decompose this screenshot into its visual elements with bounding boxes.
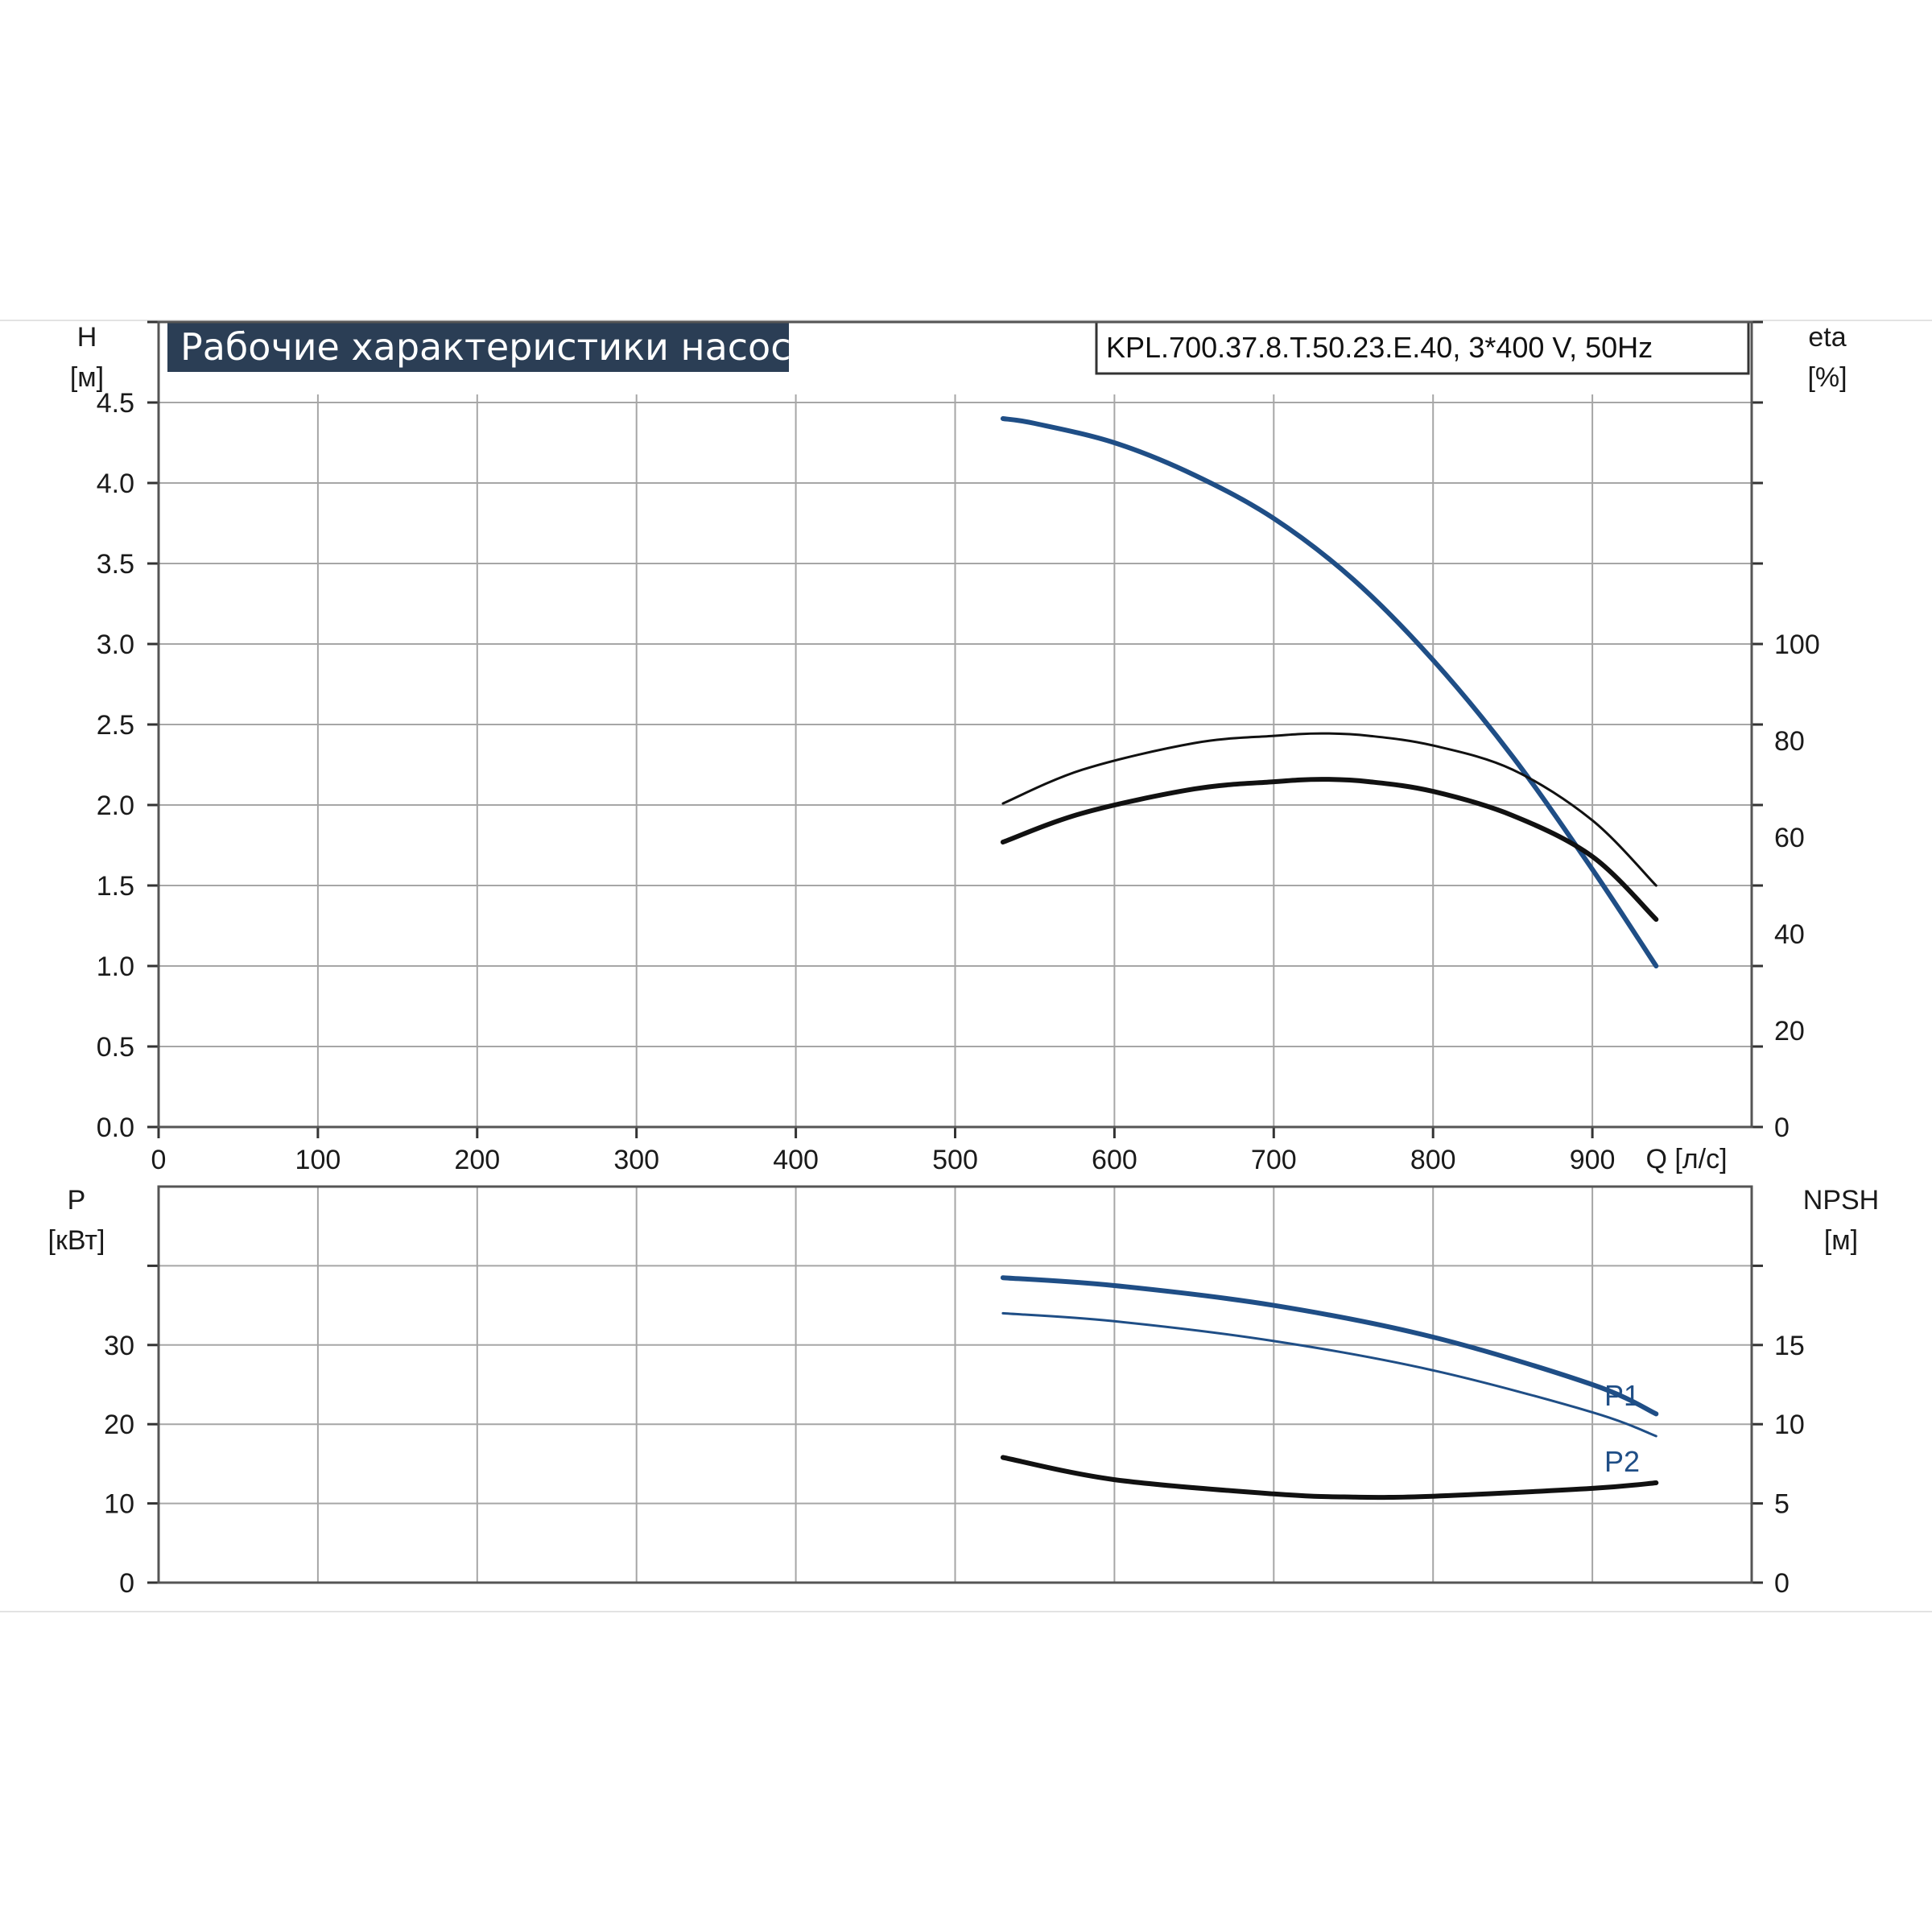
p1-series-label: P1 — [1604, 1379, 1640, 1412]
npsh-tick-label: 10 — [1774, 1410, 1805, 1440]
axis-ticks — [147, 320, 1763, 1584]
q-tick-label: 500 — [932, 1145, 978, 1175]
upper-plot-grid — [159, 394, 1752, 1127]
q-axis-label: Q [л/с] — [1645, 1144, 1727, 1174]
npsh-axis-name: NPSH — [1803, 1185, 1879, 1216]
h-axis-unit: [м] — [70, 362, 104, 393]
npsh-tick-label: 15 — [1774, 1331, 1805, 1361]
npsh-axis-unit: [м] — [1824, 1225, 1858, 1256]
h-tick-label: 1.5 — [97, 871, 134, 902]
npsh-tick-label: 5 — [1774, 1489, 1790, 1520]
q-tick-label: 900 — [1570, 1145, 1616, 1175]
eta-tick-label: 100 — [1774, 630, 1820, 660]
eta-tick-label: 60 — [1774, 823, 1805, 853]
q-tick-label: 600 — [1092, 1145, 1137, 1175]
eta-tick-label: 40 — [1774, 919, 1805, 950]
h-tick-label: 3.0 — [97, 630, 134, 660]
npsh-tick-label: 0 — [1774, 1568, 1790, 1599]
q-tick-label: 400 — [773, 1145, 819, 1175]
h-tick-label: 1.0 — [97, 952, 134, 982]
chart-title: Рабочие характеристики насоса — [180, 325, 814, 369]
model-label: KPL.700.37.8.T.50.23.E.40, 3*400 V, 50Hz — [1106, 331, 1653, 364]
eta-tick-label: 80 — [1774, 726, 1805, 757]
h-curve — [1000, 416, 1659, 968]
q-tick-label: 800 — [1410, 1145, 1456, 1175]
h-tick-label: 3.5 — [97, 549, 134, 580]
q-tick-label: 0 — [151, 1145, 167, 1175]
eta-tick-label: 20 — [1774, 1016, 1805, 1046]
eta-curve-thick — [1000, 777, 1659, 923]
p2-series-label: P2 — [1604, 1445, 1640, 1478]
chart-curves — [1000, 416, 1659, 1501]
q-tick-label: 100 — [295, 1145, 341, 1175]
upper-plot-frame — [157, 320, 1753, 1129]
eta-axis-name: eta — [1808, 322, 1846, 353]
lower-plot-frame — [157, 1185, 1753, 1584]
q-tick-label: 200 — [454, 1145, 500, 1175]
h-tick-label: 0.5 — [97, 1032, 134, 1063]
h-axis-name: H — [77, 322, 97, 353]
p-axis-unit: [кВт] — [48, 1225, 105, 1256]
tick-labels: 0.0 0.5 1.0 1.5 2.0 2.5 3.0 3.5 4.0 4.5 0 20 40 60 80 1… — [97, 388, 1820, 1599]
h-tick-label: 4.0 — [97, 469, 134, 499]
lower-plot-grid — [159, 1187, 1752, 1583]
p-tick-label: 30 — [104, 1331, 134, 1361]
p-tick-label: 10 — [104, 1489, 134, 1520]
q-tick-label: 700 — [1251, 1145, 1297, 1175]
eta-axis-unit: [%] — [1807, 362, 1847, 393]
p-tick-label: 20 — [104, 1410, 134, 1440]
npsh-curve — [1000, 1455, 1659, 1501]
p-tick-label: 0 — [119, 1568, 134, 1599]
h-tick-label: 4.5 — [97, 388, 134, 419]
h-tick-label: 2.5 — [97, 710, 134, 741]
title-box — [167, 322, 789, 372]
p-axis-name: P — [68, 1185, 86, 1216]
eta-tick-label: 0 — [1774, 1113, 1790, 1143]
p1-curve — [1000, 1275, 1659, 1417]
p2-curve — [1001, 1311, 1657, 1438]
h-tick-label: 0.0 — [97, 1113, 134, 1143]
h-tick-label: 2.0 — [97, 791, 134, 821]
eta-curve-thin — [1001, 732, 1657, 887]
q-tick-label: 300 — [613, 1145, 659, 1175]
model-box — [1095, 320, 1750, 375]
